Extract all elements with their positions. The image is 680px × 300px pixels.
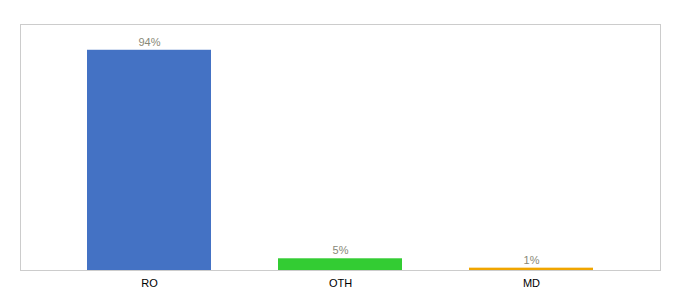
svg-text:OTH: OTH xyxy=(329,277,352,289)
svg-text:94%: 94% xyxy=(138,36,160,48)
svg-text:MD: MD xyxy=(523,277,540,289)
svg-text:RO: RO xyxy=(141,277,158,289)
svg-text:1%: 1% xyxy=(524,254,540,266)
svg-text:5%: 5% xyxy=(333,244,349,256)
